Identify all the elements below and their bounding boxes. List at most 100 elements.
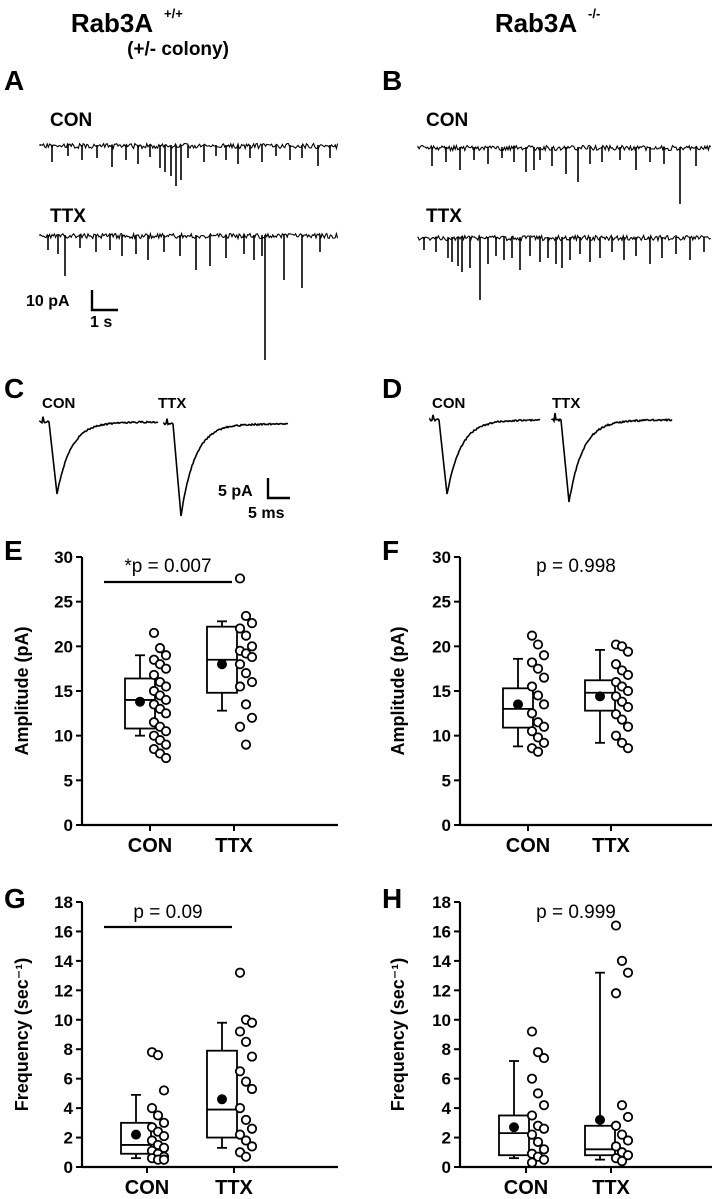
y-tick-label: 12: [54, 981, 73, 1000]
mean-marker: [595, 691, 605, 702]
data-point: [246, 1123, 258, 1134]
avg-trace-c-ttx: [163, 418, 289, 517]
scale-bar-raw: 10 pA 1 s: [26, 290, 118, 331]
trace-noise: [417, 143, 712, 153]
avg-waveform: [163, 418, 289, 517]
data-point: [538, 1123, 550, 1134]
data-point: [246, 1141, 258, 1152]
data-point: [526, 726, 538, 737]
data-point: [234, 659, 246, 670]
y-tick-label: 10: [54, 1011, 73, 1030]
avg-waveform: [429, 414, 541, 495]
data-point: [532, 1136, 544, 1148]
data-point: [610, 1141, 622, 1152]
trace-label-a-con: CON: [50, 110, 92, 131]
scale-bar-avg: 5 pA 5 ms: [218, 478, 290, 522]
data-point: [152, 1110, 164, 1121]
data-point: [160, 681, 172, 692]
data-point: [152, 1050, 164, 1061]
avg-waveform: [551, 412, 673, 503]
header-left-sub: (+/- colony): [127, 39, 229, 60]
data-point: [234, 1026, 246, 1037]
y-axis-label: Frequency (sec⁻¹): [12, 958, 32, 1112]
data-point: [240, 1151, 252, 1162]
box-con: [498, 1114, 530, 1157]
data-point: [234, 623, 246, 634]
y-tick-label: 10: [432, 727, 451, 746]
data-point: [240, 1036, 252, 1047]
data-point: [616, 1156, 628, 1167]
y-tick-label: 6: [442, 1070, 451, 1089]
y-tick-label: 25: [432, 593, 451, 612]
data-point: [616, 1100, 628, 1111]
data-point: [246, 618, 258, 629]
data-point: [622, 646, 634, 657]
panel-label-c: C: [4, 373, 24, 404]
y-tick-label: 4: [442, 1099, 452, 1118]
y-tick-label: 0: [64, 816, 73, 835]
avg-label-c-ttx: TTX: [158, 395, 186, 412]
panel-label-e: E: [4, 535, 23, 566]
data-point: [622, 967, 634, 978]
data-point: [532, 663, 544, 674]
data-point: [246, 651, 258, 663]
x-tick-label-con: CON: [128, 835, 172, 857]
trace-b-con: [417, 143, 712, 204]
data-point: [148, 627, 160, 639]
data-point: [240, 610, 252, 622]
p-value-label: p = 0.998: [536, 556, 616, 577]
y-tick-label: 14: [54, 952, 73, 971]
mean-marker: [509, 1122, 519, 1133]
data-point: [240, 1076, 252, 1087]
data-point: [538, 672, 550, 683]
data-point: [622, 1135, 634, 1146]
data-point: [538, 737, 550, 748]
data-point: [234, 573, 246, 584]
scale-bar-raw-time: 1 s: [90, 314, 112, 331]
data-point: [234, 1129, 246, 1140]
data-point: [616, 714, 628, 725]
header-left: Rab3A +/+ (+/- colony): [71, 6, 229, 60]
frequency-plot-ko: 0 2 4 6 8 10 12 14 16 18 Frequency (sec⁻¹) p = 0.99…: [388, 893, 712, 1199]
data-point: [246, 676, 258, 688]
mean-marker: [595, 1114, 605, 1125]
data-point: [532, 639, 544, 650]
x-tick-label-ttx: TTX: [592, 1177, 630, 1199]
data-point: [160, 650, 172, 661]
panel-label-a: A: [4, 65, 24, 96]
data-point: [158, 1085, 170, 1096]
y-axis-label: Amplitude (pA): [12, 627, 32, 756]
data-point: [622, 701, 634, 713]
data-point: [240, 668, 252, 679]
mean-marker: [513, 699, 523, 710]
y-tick-label: 5: [64, 771, 73, 790]
y-tick-label: 4: [64, 1099, 74, 1118]
data-point: [622, 1111, 634, 1123]
header-right-sup: -/-: [588, 6, 600, 21]
panel-label-f: F: [382, 535, 399, 566]
y-tick-label: 14: [432, 952, 451, 971]
data-point: [246, 712, 258, 723]
y-axis-label: Frequency (sec⁻¹): [388, 958, 408, 1112]
p-value-label: p = 0.999: [536, 902, 616, 923]
panel-label-h: H: [382, 883, 402, 914]
data-point: [526, 708, 538, 719]
panel-label-b: B: [382, 65, 402, 96]
data-point: [538, 650, 550, 661]
y-tick-label: 20: [432, 637, 451, 656]
data-point: [154, 643, 166, 654]
data-point: [160, 726, 172, 737]
data-point: [622, 721, 634, 732]
y-tick-label: 2: [64, 1129, 73, 1148]
amplitude-plot-wt: 0 5 10 15 20 25 30 Amplitude (pA) *p = 0.007 CON T…: [12, 548, 338, 857]
data-point: [526, 657, 538, 668]
data-point: [160, 739, 172, 750]
avg-trace-c-con: [39, 416, 159, 495]
data-point: [146, 1103, 158, 1114]
data-point: [526, 630, 538, 641]
trace-a-ttx: [39, 231, 339, 360]
y-tick-label: 5: [442, 771, 451, 790]
data-point: [234, 1103, 246, 1114]
data-point: [246, 1083, 258, 1095]
data-point: [538, 721, 550, 732]
